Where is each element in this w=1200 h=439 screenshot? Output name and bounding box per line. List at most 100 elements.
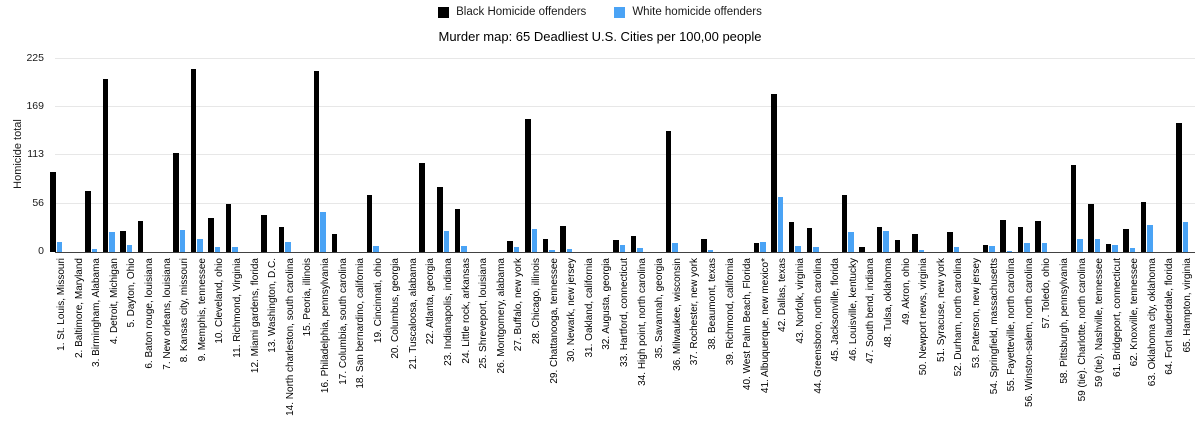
x-axis-category-label: 11. Richmond, Virginia <box>231 258 243 358</box>
x-axis-category-label: 23. Indianapolis, indiana <box>443 258 455 366</box>
bar-white-offenders <box>232 247 238 252</box>
bar-white-offenders <box>795 246 801 252</box>
bar-white-offenders <box>197 238 203 252</box>
legend-swatch-blue-icon <box>614 6 626 18</box>
bar-white-offenders <box>707 249 713 252</box>
x-axis-category-label: 6. Baton rouge, louisiana <box>143 258 155 369</box>
bar-black-offenders <box>331 234 338 252</box>
bar-black-offenders <box>806 228 813 252</box>
x-axis-category-label: 10. Cleveland, ohio <box>214 258 226 344</box>
bar-white-offenders <box>953 247 960 252</box>
legend-label-white-offenders: White homicide offenders <box>632 6 762 18</box>
bar-black-offenders <box>454 208 461 252</box>
x-axis-category-label: 31. Oakland, california <box>583 258 595 358</box>
x-axis-category-label: 3. Birmingham, Alabama <box>91 258 103 367</box>
bar-white-offenders <box>566 248 573 252</box>
legend-item-white-offenders: White homicide offenders <box>614 6 762 18</box>
bar-white-offenders <box>513 247 520 252</box>
x-axis-category-label: 9. Memphis, tennessee <box>196 258 208 362</box>
x-axis-category-label: 35. Savannah, georgia <box>654 258 666 359</box>
bar-black-offenders <box>841 194 848 252</box>
x-axis-category-label: 62. Knoxville, tennessee <box>1129 258 1141 367</box>
bar-black-offenders <box>1000 219 1006 252</box>
x-axis-category-label: 5. Dayton, Ohio <box>126 258 138 328</box>
x-axis-category-label: 54. Springfield, massachusetts <box>988 258 1000 395</box>
bar-black-offenders <box>771 94 777 252</box>
bar-white-offenders <box>126 244 133 252</box>
bar-black-offenders <box>261 214 267 252</box>
grid-line <box>55 203 1195 205</box>
x-axis-category-label: 40. West Palm Beach, Florida <box>742 258 754 391</box>
x-axis-category-label: 36. Milwaukee, wisconsin <box>671 258 683 371</box>
bar-black-offenders <box>1140 201 1147 252</box>
bar-black-offenders <box>507 241 513 252</box>
bar-white-offenders <box>1024 242 1030 252</box>
bar-white-offenders <box>672 242 678 252</box>
x-axis-category-label: 16. Philadelphia, pennsylvania <box>319 258 331 394</box>
x-axis-category-label: 38. Beaumont, texas <box>707 258 718 350</box>
bar-white-offenders <box>461 246 467 252</box>
bar-white-offenders <box>56 242 62 252</box>
bar-white-offenders <box>1094 239 1101 252</box>
bar-white-offenders <box>179 230 186 252</box>
bar-black-offenders <box>560 225 566 252</box>
x-axis-category-label: 52. Durham, north carolina <box>953 258 965 377</box>
bar-black-offenders <box>102 78 109 252</box>
bar-white-offenders <box>637 248 643 252</box>
x-axis-category-label: 30. Newark, new jersey <box>566 258 578 362</box>
y-axis-tick-label: 169 <box>26 99 44 112</box>
legend-label-black-offenders: Black Homicide offenders <box>456 6 587 18</box>
bar-white-offenders <box>918 249 925 252</box>
bar-black-offenders <box>753 242 760 252</box>
bar-black-offenders <box>912 234 918 252</box>
x-axis-category-label: 51. Syracuse, new york <box>935 258 947 362</box>
x-axis-category-label: 28. Chicago, illinois <box>531 258 543 345</box>
grid-line <box>55 154 1195 156</box>
x-axis-category-label: 25. Shreveport, louisiana <box>478 258 490 369</box>
bar-black-offenders <box>419 162 425 252</box>
x-axis-category-label: 39. Richmond, california <box>724 258 736 366</box>
legend-item-black-offenders: Black Homicide offenders <box>438 6 586 18</box>
x-axis-category-label: 64. Fort lauderdale, florida <box>1164 258 1176 375</box>
bar-black-offenders <box>225 204 232 252</box>
x-axis-category-label: 55. Fayetteville, north carolina <box>1006 258 1018 392</box>
x-axis-category-label: 47. South bend, indiana <box>865 258 877 364</box>
x-axis-category-label: 19. Cincinnati, ohio <box>372 258 384 344</box>
x-axis-category-label: 45. Jacksonville, florida <box>830 258 842 362</box>
bar-white-offenders <box>619 245 626 252</box>
bar-black-offenders <box>665 131 672 252</box>
bar-black-offenders <box>1088 204 1094 252</box>
x-axis-category-label: 56. Winston-salem, north carolina <box>1023 258 1035 407</box>
x-axis-category-label: 4. Detroit, Michigan <box>108 258 120 345</box>
bar-black-offenders <box>982 244 989 252</box>
bar-white-offenders <box>1182 222 1189 252</box>
plot-area <box>50 58 1195 253</box>
x-axis-category-label: 1. St. Louis, Missouri <box>56 258 67 351</box>
bar-white-offenders <box>443 230 450 252</box>
x-axis-category-label: 13. Washington, D.C. <box>267 258 279 353</box>
grid-line <box>55 58 1195 59</box>
x-axis-category-label: 29. Chattanooga, tennessee <box>548 258 560 384</box>
bar-black-offenders <box>173 153 179 252</box>
x-axis-category-label: 33. Hartford, connecticut <box>619 258 631 367</box>
bar-black-offenders <box>50 172 56 252</box>
bar-black-offenders <box>1176 122 1182 252</box>
bar-black-offenders <box>1123 229 1129 252</box>
bar-white-offenders <box>214 247 221 252</box>
y-axis-tick-label: 0 <box>38 245 44 257</box>
bar-black-offenders <box>313 70 320 252</box>
bar-white-offenders <box>373 246 379 252</box>
bar-white-offenders <box>320 211 326 252</box>
grid-line <box>55 106 1195 108</box>
y-axis-tick-label: 56 <box>32 196 44 209</box>
chart-legend: Black Homicide offenders White homicide … <box>0 6 1200 18</box>
x-axis-category-label: 24. Little rock, arkansas <box>460 258 472 364</box>
x-axis-category-label: 8. Kansas city, missouri <box>179 258 191 363</box>
x-axis-category-label: 12. Miami gardens, florida <box>249 258 261 374</box>
bar-black-offenders <box>208 217 214 252</box>
x-axis-category-label: 14. North charleston, south carolina <box>284 258 296 416</box>
bar-black-offenders <box>137 220 144 252</box>
bar-black-offenders <box>190 69 197 252</box>
x-axis-category-label: 50. Newport news, virginia <box>918 258 930 376</box>
